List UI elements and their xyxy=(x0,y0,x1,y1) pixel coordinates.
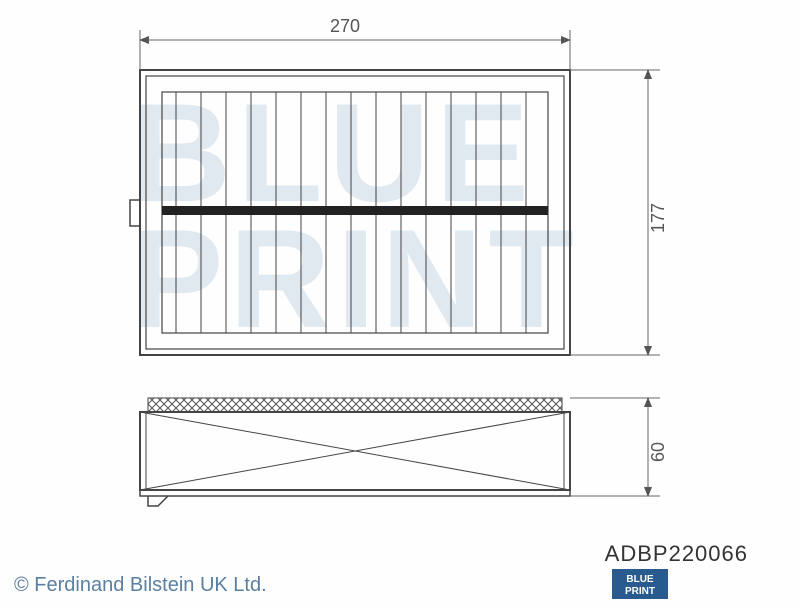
copyright-text: © Ferdinand Bilstein UK Ltd. xyxy=(14,574,267,597)
technical-drawing-canvas: BLUE PRINT xyxy=(0,0,800,609)
drawing-svg: 270 177 60 xyxy=(0,0,800,609)
dim-height-text: 177 xyxy=(648,203,668,233)
dimension-depth: 60 xyxy=(570,398,668,496)
dim-depth-text: 60 xyxy=(648,442,668,462)
part-number: ADBP220066 xyxy=(605,541,748,567)
dimension-height: 177 xyxy=(570,70,668,355)
logo-top-text: BLUE xyxy=(626,574,654,585)
side-view xyxy=(140,398,570,506)
top-view xyxy=(130,70,570,355)
dimension-width: 270 xyxy=(140,16,570,70)
dim-width-text: 270 xyxy=(330,16,360,36)
logo-bottom-text: PRINT xyxy=(625,586,655,597)
